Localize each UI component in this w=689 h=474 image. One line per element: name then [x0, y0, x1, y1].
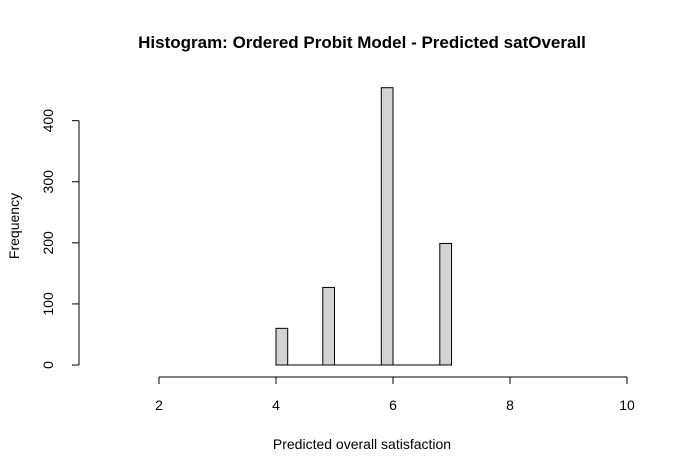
- histogram-bar-3: [380, 87, 394, 366]
- x-tick-label-2: 2: [155, 397, 163, 413]
- y-tick-label-300: 300: [40, 170, 56, 194]
- y-tick-label-400: 400: [40, 109, 56, 133]
- x-tick-label-10: 10: [619, 397, 635, 413]
- histogram-bar-4: [439, 242, 452, 366]
- histogram-bar-2: [322, 286, 335, 366]
- y-axis: 0 100 200 300 400: [40, 109, 80, 369]
- y-tick-label-0: 0: [40, 361, 56, 369]
- y-axis-label: Frequency: [6, 193, 22, 259]
- chart-title: Histogram: Ordered Probit Model - Predic…: [138, 33, 586, 52]
- x-axis-label: Predicted overall satisfaction: [273, 436, 451, 452]
- x-tick-label-4: 4: [272, 397, 280, 413]
- histogram-bar-1: [275, 327, 289, 366]
- bars-group: [275, 87, 452, 366]
- x-axis: 2 4 6 8 10: [155, 376, 635, 413]
- x-tick-label-6: 6: [389, 397, 397, 413]
- y-tick-label-200: 200: [40, 231, 56, 255]
- y-tick-label-100: 100: [40, 292, 56, 316]
- x-tick-label-8: 8: [506, 397, 514, 413]
